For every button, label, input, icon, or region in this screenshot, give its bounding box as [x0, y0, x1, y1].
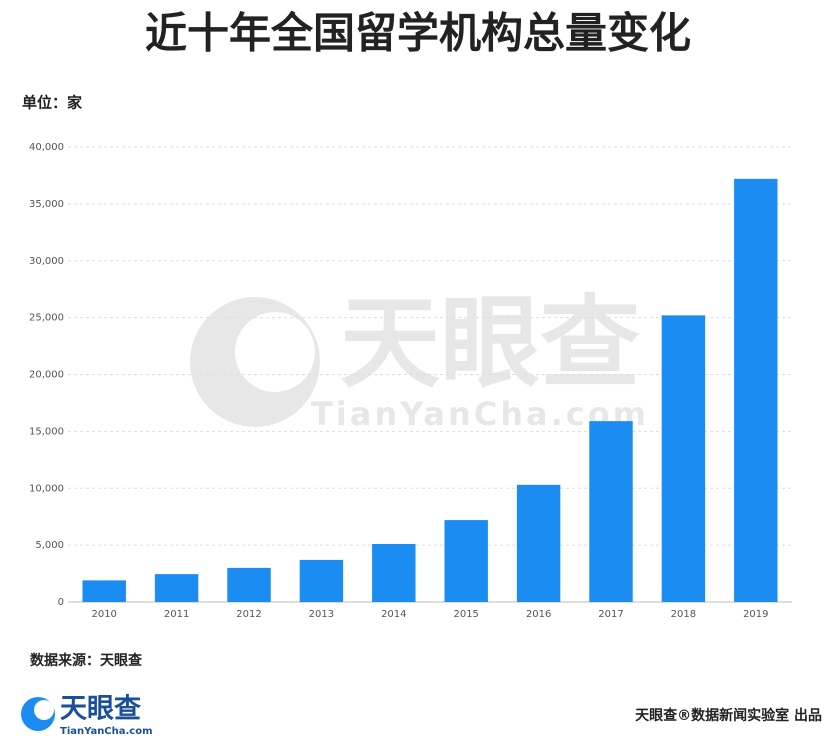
- x-tick-label: 2015: [453, 609, 478, 620]
- y-tick-label: 15,000: [29, 426, 64, 437]
- watermark-icon-cut: [235, 312, 315, 392]
- bar: [227, 567, 271, 602]
- x-tick-label: 2019: [743, 609, 768, 620]
- logo-icon-cut: [34, 700, 54, 720]
- bar: [299, 559, 344, 602]
- x-tick-label: 2013: [309, 609, 334, 620]
- x-tick-label: 2011: [164, 609, 189, 620]
- y-tick-label: 20,000: [29, 370, 64, 381]
- footer-logo: 天眼查 TianYanCha.com: [21, 694, 153, 737]
- logo-url: TianYanCha.com: [60, 726, 153, 737]
- watermark-name: 天眼查: [340, 284, 640, 401]
- watermark: 天眼查 TianYanCha.com: [190, 284, 646, 433]
- chart-title: 近十年全国留学机构总量变化: [145, 9, 691, 58]
- source-note: 数据来源：天眼查: [30, 652, 143, 669]
- y-tick-label: 40,000: [29, 142, 64, 153]
- credit: 天眼查®数据新闻实验室 出品: [635, 707, 822, 724]
- x-tick-label: 2017: [598, 609, 623, 620]
- y-tick-label: 0: [58, 597, 64, 608]
- y-tick-label: 5,000: [35, 540, 64, 551]
- x-tick-label: 2016: [526, 609, 551, 620]
- bar: [82, 580, 126, 602]
- unit-label: 单位：家: [22, 94, 82, 112]
- bar: [734, 178, 778, 602]
- bar: [661, 315, 706, 602]
- watermark-icon: [190, 297, 320, 427]
- x-tick-label: 2010: [91, 609, 116, 620]
- logo-name: 天眼查: [60, 694, 141, 725]
- bar: [589, 421, 633, 602]
- y-tick-label: 30,000: [29, 256, 64, 267]
- bar: [516, 484, 561, 602]
- bar: [372, 543, 416, 602]
- x-tick-label: 2018: [671, 609, 696, 620]
- y-tick-label: 35,000: [29, 199, 64, 210]
- bar: [154, 574, 199, 602]
- x-tick-label: 2012: [236, 609, 261, 620]
- x-tick-label: 2014: [381, 609, 406, 620]
- y-tick-label: 10,000: [29, 483, 64, 494]
- y-tick-label: 25,000: [29, 313, 64, 324]
- bar: [444, 520, 488, 602]
